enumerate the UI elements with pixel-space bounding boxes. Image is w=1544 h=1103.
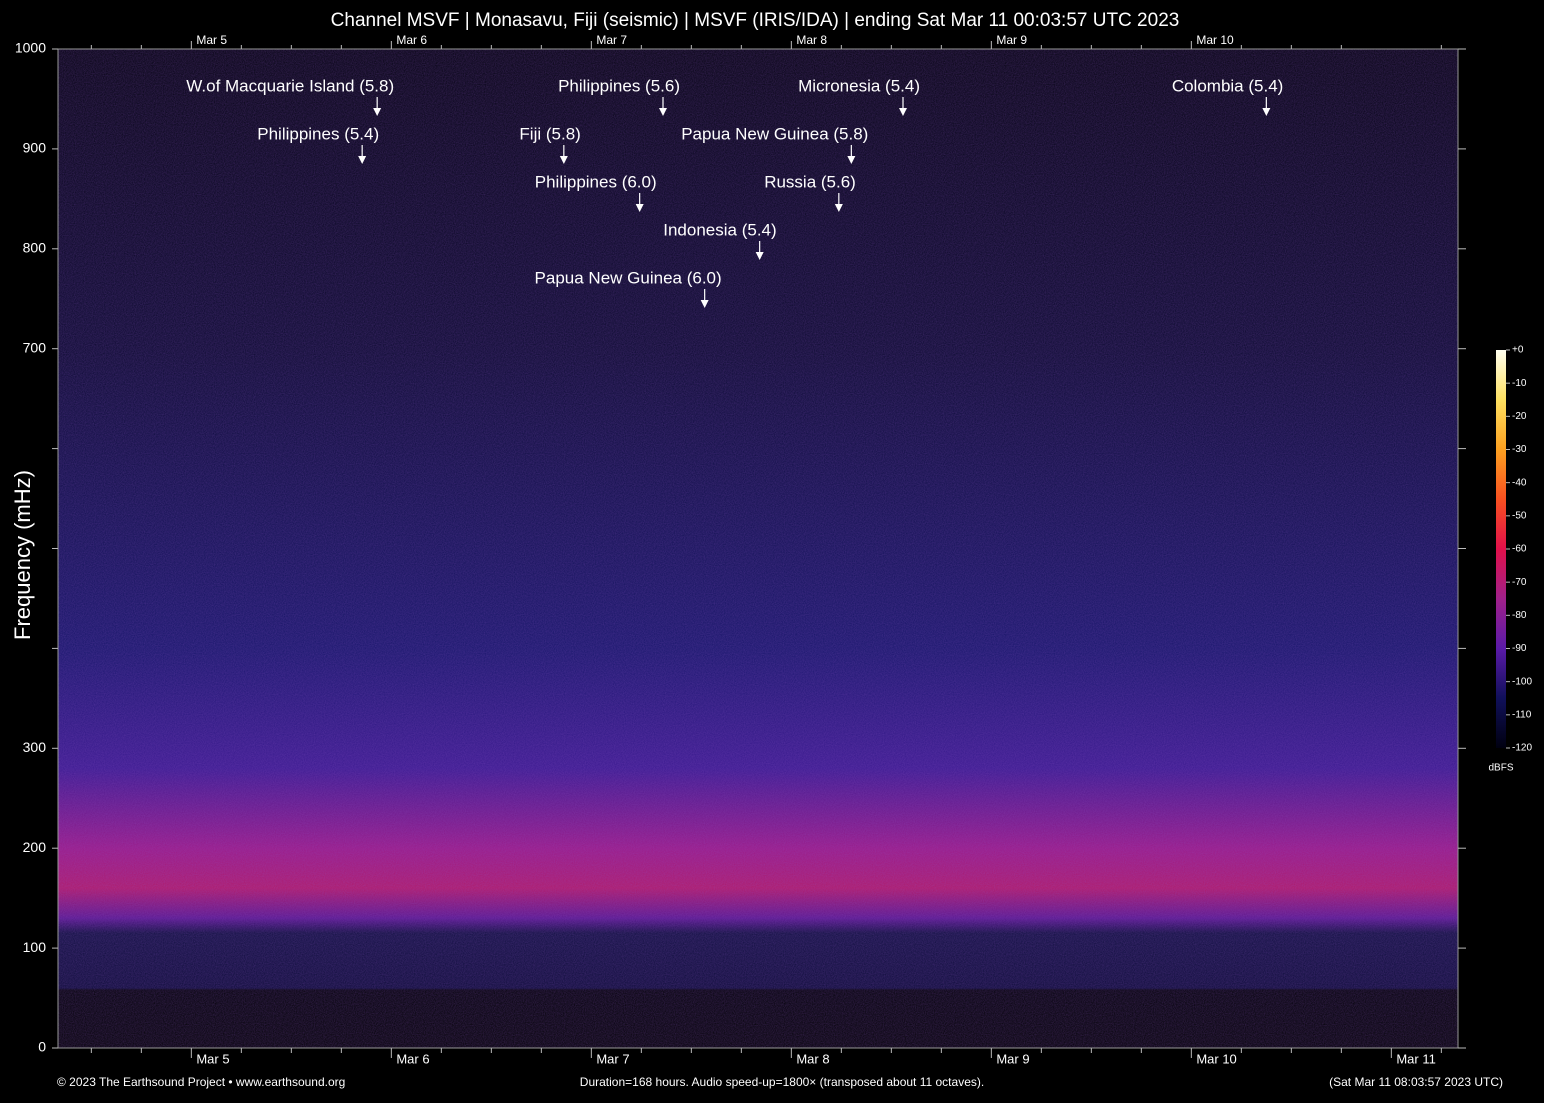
y-tick-label: 200 bbox=[23, 839, 47, 855]
x-tick-label: Mar 5 bbox=[196, 1051, 229, 1066]
event-label: Papua New Guinea (6.0) bbox=[535, 268, 722, 287]
colorbar-tick-label: -70 bbox=[1512, 577, 1527, 588]
colorbar-tick-label: -100 bbox=[1512, 676, 1532, 687]
x-tick-label: Mar 9 bbox=[996, 1051, 1029, 1066]
event-arrow-head bbox=[755, 252, 764, 260]
top-x-tick-label: Mar 9 bbox=[996, 33, 1027, 47]
colorbar-tick-label: -20 bbox=[1512, 411, 1527, 422]
event-label: Russia (5.6) bbox=[764, 172, 856, 191]
y-tick-label: 0 bbox=[38, 1039, 46, 1055]
y-tick-label: 900 bbox=[23, 140, 47, 156]
colorbar-tick-label: -10 bbox=[1512, 378, 1527, 389]
y-tick-label: 700 bbox=[23, 339, 47, 355]
event-arrow-head bbox=[899, 108, 907, 116]
event-label: Colombia (5.4) bbox=[1172, 76, 1284, 95]
colorbar-tick-label: -120 bbox=[1512, 743, 1532, 754]
y-tick-label: 100 bbox=[23, 939, 47, 955]
chart-title: Channel MSVF | Monasavu, Fiji (seismic) … bbox=[331, 10, 1180, 31]
top-x-tick-label: Mar 10 bbox=[1196, 33, 1234, 47]
x-tick-label: Mar 6 bbox=[396, 1051, 429, 1066]
event-arrow-head bbox=[700, 300, 709, 308]
spectrogram-noise bbox=[58, 49, 1458, 1048]
top-x-tick-label: Mar 5 bbox=[196, 33, 227, 47]
y-tick-label: 1000 bbox=[15, 40, 46, 56]
event-label: Philippines (6.0) bbox=[535, 172, 657, 191]
event-label: Philippines (5.4) bbox=[257, 124, 379, 143]
colorbar-tick-label: -50 bbox=[1512, 510, 1527, 521]
colorbar bbox=[1496, 350, 1506, 748]
colorbar-tick-label: -90 bbox=[1512, 643, 1527, 654]
footer-right: (Sat Mar 11 08:03:57 2023 UTC) bbox=[1329, 1075, 1503, 1089]
event-label: W.of Macquarie Island (5.8) bbox=[186, 76, 394, 95]
top-x-tick-label: Mar 6 bbox=[396, 33, 427, 47]
top-x-tick-label: Mar 7 bbox=[596, 33, 627, 47]
x-tick-label: Mar 7 bbox=[596, 1051, 629, 1066]
colorbar-tick-label: -60 bbox=[1512, 544, 1527, 555]
colorbar-tick-label: -80 bbox=[1512, 610, 1527, 621]
colorbar-label: dBFS bbox=[1488, 763, 1513, 774]
top-x-tick-label: Mar 8 bbox=[796, 33, 827, 47]
colorbar-tick-label: -110 bbox=[1512, 709, 1532, 720]
event-arrow-head bbox=[373, 108, 382, 116]
colorbar-tick-label: -40 bbox=[1512, 477, 1527, 488]
footer-center: Duration=168 hours. Audio speed-up=1800×… bbox=[580, 1075, 984, 1089]
event-arrow-head bbox=[834, 204, 843, 212]
x-tick-label: Mar 10 bbox=[1196, 1051, 1236, 1066]
y-tick-label: 300 bbox=[23, 739, 47, 755]
event-label: Fiji (5.8) bbox=[519, 124, 580, 143]
event-label: Micronesia (5.4) bbox=[798, 76, 920, 95]
footer-left: © 2023 The Earthsound Project • www.eart… bbox=[57, 1075, 345, 1089]
event-arrow-head bbox=[847, 156, 856, 164]
event-label: Papua New Guinea (5.8) bbox=[681, 124, 868, 143]
event-arrow-head bbox=[559, 156, 568, 164]
event-label: Indonesia (5.4) bbox=[663, 220, 776, 239]
y-tick-label: 800 bbox=[23, 240, 47, 256]
x-tick-label: Mar 8 bbox=[796, 1051, 829, 1066]
colorbar-tick-label: +0 bbox=[1512, 345, 1524, 356]
event-label: Philippines (5.6) bbox=[558, 76, 680, 95]
event-arrow-head bbox=[659, 108, 667, 116]
colorbar-tick-label: -30 bbox=[1512, 444, 1527, 455]
y-axis-label: Frequency (mHz) bbox=[10, 470, 35, 640]
event-arrow-head bbox=[635, 204, 644, 212]
event-arrow-head bbox=[1262, 108, 1271, 116]
x-tick-label: Mar 11 bbox=[1396, 1051, 1436, 1066]
event-arrow-head bbox=[358, 156, 367, 164]
